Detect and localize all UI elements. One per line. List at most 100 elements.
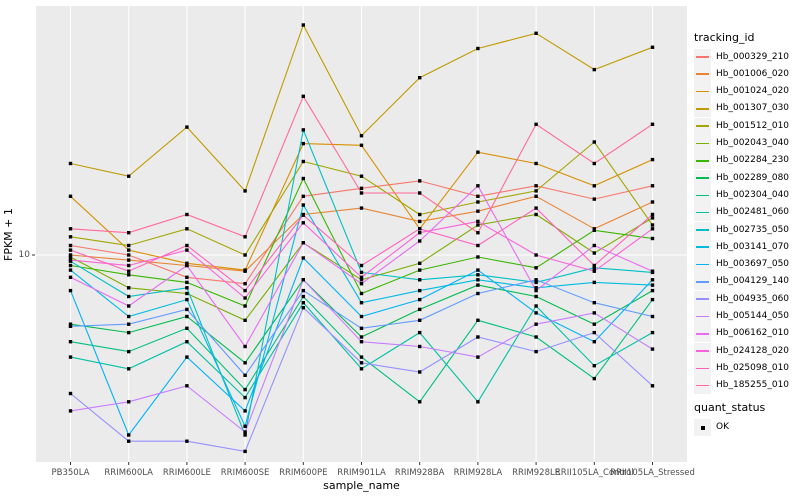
data-point xyxy=(650,122,655,126)
data-point xyxy=(301,194,305,198)
data-point xyxy=(68,243,73,248)
data-point xyxy=(359,335,364,339)
data-point xyxy=(650,269,655,273)
data-point xyxy=(592,330,596,335)
data-point xyxy=(592,228,596,232)
data-point xyxy=(243,318,247,322)
line-sample-icon xyxy=(696,298,709,300)
data-point xyxy=(301,23,305,27)
data-point xyxy=(476,268,480,272)
data-point xyxy=(476,243,480,248)
data-point xyxy=(243,395,247,400)
data-point xyxy=(650,216,655,220)
data-point xyxy=(592,269,596,273)
data-point xyxy=(476,200,480,204)
line-sample-icon xyxy=(696,350,709,352)
data-point xyxy=(534,184,538,188)
data-point xyxy=(534,161,538,166)
data-point xyxy=(534,322,538,326)
legend-item-label: Hb_000329_210 xyxy=(716,51,790,62)
legend-key-swatch xyxy=(694,325,711,343)
data-point xyxy=(301,288,305,293)
legend-item-label: Hb_185255_010 xyxy=(716,380,790,391)
legend-item-label: Hb_003697_050 xyxy=(716,259,790,270)
data-point xyxy=(592,340,596,344)
legend-key-swatch xyxy=(694,290,711,308)
data-point xyxy=(476,400,480,404)
data-point xyxy=(127,253,131,257)
legend-item-label: Hb_001307_030 xyxy=(716,103,790,114)
legend-item-label: Hb_005144_050 xyxy=(716,311,790,321)
data-point xyxy=(127,439,131,443)
data-point xyxy=(592,161,596,166)
x-tick-label-RRIM600LE: RRIM600LE xyxy=(162,468,211,478)
data-point xyxy=(68,253,73,257)
line-sample-icon xyxy=(696,90,709,93)
data-point xyxy=(359,314,364,319)
legend-title-tracking-id: tracking_id xyxy=(694,31,755,44)
legend-item-Hb_004129_140: Hb_004129_140 xyxy=(694,273,800,291)
data-point xyxy=(301,141,305,146)
data-point xyxy=(68,324,73,328)
data-point xyxy=(592,376,596,381)
legend-item-Hb_185255_010: Hb_185255_010 xyxy=(694,377,800,395)
data-point xyxy=(534,278,538,282)
legend-item-label: Hb_006162_010 xyxy=(716,328,790,339)
data-point xyxy=(301,213,305,217)
legend-item-label: Hb_001512_010 xyxy=(716,120,790,131)
data-point xyxy=(476,283,480,287)
data-point xyxy=(127,258,131,262)
data-point xyxy=(127,286,131,290)
data-point xyxy=(127,273,131,277)
data-point xyxy=(534,122,538,126)
data-point xyxy=(127,294,131,299)
legend-item-label: Hb_002304_040 xyxy=(716,189,790,200)
legend-item-quant-ok: OK xyxy=(694,419,800,436)
legend-item-label: Hb_003141_070 xyxy=(716,241,790,252)
data-point xyxy=(185,280,189,285)
legend-title-quant-status: quant_status xyxy=(694,401,766,414)
legend-item-Hb_006162_010: Hb_006162_010 xyxy=(694,325,800,343)
legend-item-label: Hb_024128_020 xyxy=(716,345,790,356)
data-point xyxy=(185,384,189,388)
data-point xyxy=(534,304,538,308)
line-sample-icon xyxy=(696,159,709,162)
data-point xyxy=(650,347,655,351)
data-point xyxy=(476,273,480,277)
data-point xyxy=(127,367,131,371)
data-point xyxy=(418,288,422,293)
data-point xyxy=(534,212,538,217)
legend-item-Hb_003697_050: Hb_003697_050 xyxy=(694,256,800,274)
data-point xyxy=(418,227,422,231)
line-sample-icon xyxy=(696,177,709,179)
legend-key-swatch xyxy=(694,359,711,377)
data-point xyxy=(418,370,422,374)
line-sample-icon xyxy=(696,332,709,335)
data-point xyxy=(243,344,247,349)
legend-key-swatch xyxy=(694,135,711,152)
legend-item-label: Hb_002284_230 xyxy=(716,155,790,166)
data-point xyxy=(68,340,73,344)
data-point xyxy=(592,266,596,270)
data-point xyxy=(476,194,480,198)
data-point xyxy=(68,227,73,231)
data-point xyxy=(243,409,247,413)
x-tick-label-RRIM928BA: RRIM928BA xyxy=(394,468,445,478)
data-point xyxy=(243,189,247,193)
data-point xyxy=(243,304,247,308)
legend-key-swatch xyxy=(694,204,711,222)
data-point xyxy=(359,186,364,190)
legend-item-Hb_001024_020: Hb_001024_020 xyxy=(694,83,800,101)
legend-item-Hb_002481_060: Hb_002481_060 xyxy=(694,204,800,222)
data-point xyxy=(650,283,655,287)
data-point xyxy=(185,291,189,296)
data-point xyxy=(650,184,655,188)
x-tick-label-PB350LA: PB350LA xyxy=(51,468,90,478)
data-point xyxy=(476,231,480,235)
data-point xyxy=(418,212,422,217)
data-point xyxy=(592,364,596,368)
data-point xyxy=(127,304,131,308)
data-point xyxy=(418,318,422,322)
data-point xyxy=(359,206,364,210)
